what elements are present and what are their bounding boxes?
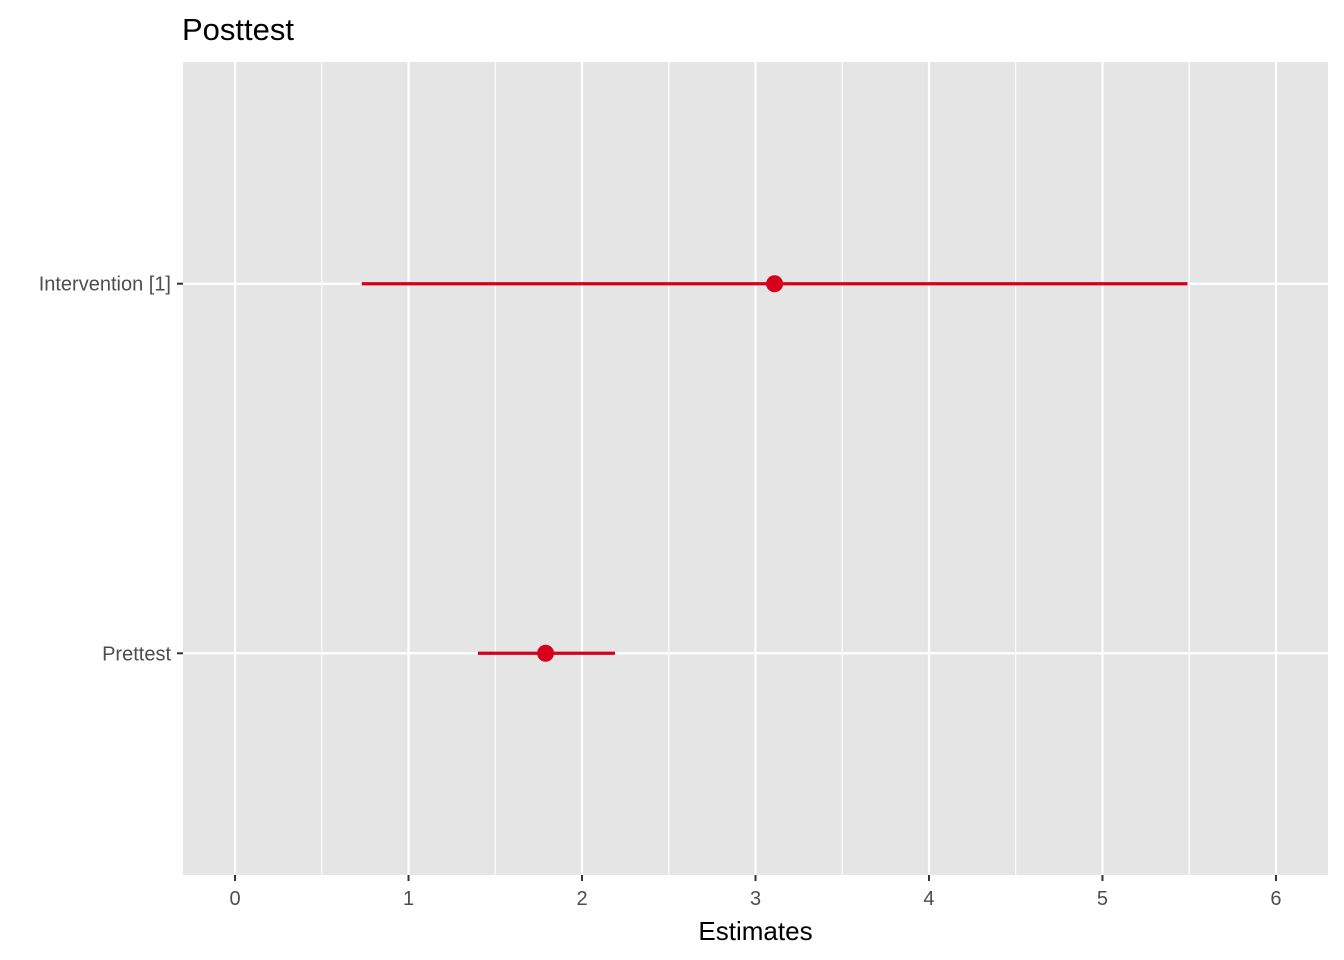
chart-title: Posttest xyxy=(182,12,294,47)
estimate-point xyxy=(766,275,784,293)
x-tick-label: 0 xyxy=(229,888,240,910)
x-tick-label: 3 xyxy=(750,888,761,910)
estimate-marks xyxy=(361,275,1188,662)
x-tick-label: 5 xyxy=(1097,888,1108,910)
y-axis: Prettest Intervention [1] xyxy=(39,274,183,665)
y-tick-label: Prettest xyxy=(102,643,171,665)
x-tick-label: 1 xyxy=(403,888,414,910)
x-tick-label: 2 xyxy=(576,888,587,910)
x-axis: 0 1 2 3 4 5 6 xyxy=(229,875,1282,910)
minor-gridlines xyxy=(321,62,1190,875)
x-tick-label: 4 xyxy=(923,888,934,910)
x-axis-title: Estimates xyxy=(698,916,812,946)
estimate-point xyxy=(537,644,555,662)
x-tick-label: 6 xyxy=(1270,888,1281,910)
y-tick-label: Intervention [1] xyxy=(39,274,171,296)
